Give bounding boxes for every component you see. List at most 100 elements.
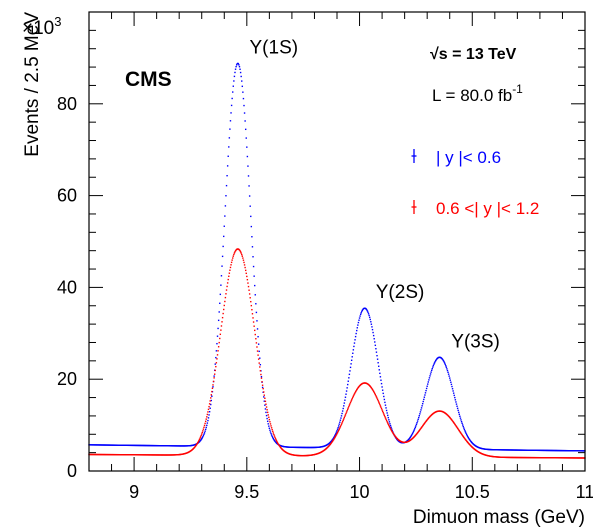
data-point <box>211 390 213 393</box>
data-point <box>258 350 260 353</box>
data-point <box>267 414 269 416</box>
data-point <box>272 437 275 440</box>
data-point <box>226 174 228 177</box>
data-point <box>378 365 380 367</box>
data-point <box>446 369 449 372</box>
data-point <box>367 311 369 313</box>
data-point <box>265 414 268 417</box>
data-point <box>376 398 379 401</box>
data-point <box>218 311 220 313</box>
data-point <box>234 68 237 70</box>
data-point <box>215 350 218 352</box>
data-point <box>336 430 338 432</box>
data-point <box>272 430 274 433</box>
data-point <box>379 403 381 406</box>
ticks-layer: 9 9.5 10 10.5 11 0 20 40 60 80 <box>57 11 593 502</box>
data-point <box>374 393 377 396</box>
data-point <box>461 434 463 436</box>
data-point <box>335 432 337 435</box>
data-point <box>379 372 381 375</box>
data-point <box>335 434 338 436</box>
data-point <box>459 430 461 433</box>
data-point <box>201 438 203 440</box>
data-point <box>341 410 344 412</box>
data-point <box>270 432 272 435</box>
data-point <box>435 359 437 361</box>
data-point <box>237 63 240 65</box>
y-tick-label: 20 <box>57 369 77 389</box>
data-point <box>386 412 388 414</box>
data-point <box>469 439 471 441</box>
data-point <box>203 432 206 434</box>
experiment-label: CMS <box>125 68 172 91</box>
data-point <box>449 377 451 379</box>
data-point <box>195 443 198 446</box>
data-point <box>341 422 343 424</box>
data-point <box>330 442 332 445</box>
data-point <box>220 329 222 331</box>
data-point <box>264 397 266 399</box>
data-point <box>455 425 457 427</box>
data-point <box>268 418 271 421</box>
data-point <box>220 275 223 277</box>
data-point <box>425 419 428 422</box>
data-point <box>426 385 428 387</box>
data-point <box>416 432 418 435</box>
data-point <box>409 437 411 439</box>
data-point <box>214 369 216 372</box>
data-point <box>248 195 251 197</box>
data-point <box>343 402 346 404</box>
data-point <box>203 426 205 429</box>
data-point <box>454 396 456 399</box>
data-point <box>353 394 355 396</box>
y-tick-label: 80 <box>57 94 77 114</box>
data-point <box>219 333 222 336</box>
data-point <box>211 387 214 389</box>
data-point <box>208 403 211 405</box>
data-point <box>354 391 357 393</box>
data-point <box>332 438 335 441</box>
data-point <box>463 436 465 439</box>
data-point <box>452 390 454 392</box>
data-point <box>252 256 254 258</box>
data-point <box>265 403 267 405</box>
data-point <box>334 437 336 439</box>
data-point <box>349 401 352 404</box>
data-point <box>441 358 444 360</box>
data-point <box>410 435 412 438</box>
data-point <box>387 414 389 417</box>
data-point <box>270 425 272 427</box>
data-point <box>265 406 268 408</box>
data-point <box>200 438 202 441</box>
data-point <box>384 415 386 418</box>
data-point <box>458 430 461 432</box>
legend: | y |< 0.6 0.6 <| y |< 1.2 <box>411 148 539 218</box>
data-point <box>449 379 451 381</box>
data-point <box>245 137 247 139</box>
data-point <box>352 352 354 354</box>
data-point <box>418 415 420 417</box>
data-point <box>370 321 372 323</box>
data-point <box>232 257 234 259</box>
data-point <box>377 362 379 364</box>
data-point <box>257 354 259 356</box>
data-point <box>359 313 362 316</box>
data-point <box>208 411 211 413</box>
data-point <box>226 165 229 167</box>
data-point <box>238 249 241 251</box>
data-point <box>389 428 392 430</box>
data-point <box>378 401 380 403</box>
data-point <box>244 269 247 272</box>
data-point <box>199 436 202 438</box>
data-point <box>203 433 205 435</box>
data-point <box>468 438 471 441</box>
y-axis-title: Events / 2.5 MeV <box>22 12 43 157</box>
data-point <box>385 409 388 412</box>
data-point <box>348 404 351 406</box>
data-point <box>331 439 333 442</box>
data-point <box>206 422 209 424</box>
data-point <box>244 128 247 131</box>
data-point <box>212 386 214 388</box>
data-point <box>264 400 267 403</box>
data-point <box>371 387 373 390</box>
